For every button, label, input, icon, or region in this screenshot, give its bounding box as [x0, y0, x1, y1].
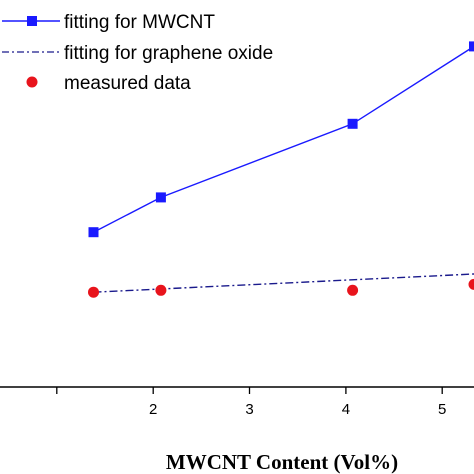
data-point-circle: [155, 284, 167, 296]
legend-label-mwcnt: fitting for MWCNT: [64, 12, 215, 33]
data-point-square: [347, 118, 358, 129]
data-point-circle: [347, 284, 359, 296]
legend-item-graphene-oxide: fitting for graphene oxide: [2, 43, 273, 64]
x-tick-label: 3: [245, 401, 253, 418]
x-tick-label: 2: [149, 401, 157, 418]
legend-swatch-circle-marker: [26, 76, 38, 88]
legend-swatch-square-marker: [27, 16, 37, 26]
data-point-circle: [88, 286, 99, 298]
legend-label-graphene-oxide: fitting for graphene oxide: [64, 43, 273, 64]
series-line-fitting-for-mwcnt: [93, 45, 474, 233]
x-tick-label: 5: [438, 401, 446, 418]
plot-markers: [88, 41, 474, 298]
data-point-square: [88, 227, 99, 238]
x-axis-ticks: 2 3 4 5: [56, 387, 446, 418]
legend-item-mwcnt: fitting for MWCNT: [2, 12, 215, 33]
plot-series: [93, 45, 474, 293]
data-point-square: [155, 192, 166, 203]
data-point-circle: [468, 278, 474, 290]
x-axis-title: MWCNT Content (Vol%): [166, 450, 398, 474]
x-tick-label: 4: [342, 401, 350, 418]
series-line-fitting-for-graphene-oxide: [93, 273, 474, 293]
legend-item-measured: measured data: [26, 73, 191, 94]
legend: fitting for MWCNT fitting for graphene o…: [2, 12, 273, 94]
legend-label-measured: measured data: [64, 73, 191, 94]
data-point-square: [469, 41, 474, 52]
